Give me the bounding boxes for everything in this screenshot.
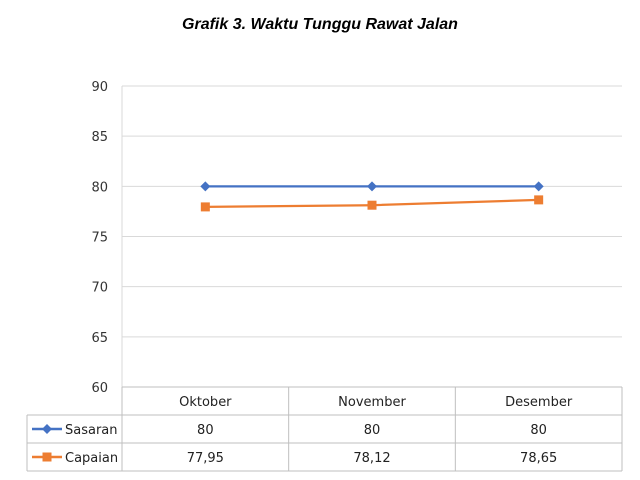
y-tick-label: 75 [91,231,108,246]
gridlines [121,85,622,388]
y-tick-label: 70 [91,281,108,296]
data-point [200,202,210,212]
table-value: 78,65 [520,451,557,466]
table-value: 80 [197,423,214,438]
table-value: 78,12 [353,451,390,466]
y-tick-label: 90 [91,80,108,95]
table-value: 80 [364,423,381,438]
table-value: 77,95 [187,451,224,466]
data-point [533,181,544,192]
y-tick-label: 65 [91,331,108,346]
series-lines [200,181,544,212]
data-table: Oktober November Desember Sasaran 80 80 80 Capa… [26,386,623,472]
data-point [367,181,377,192]
legend-key-marker [42,452,52,462]
y-tick-label: 85 [91,130,108,145]
x-category-label: Desember [505,395,573,410]
y-axis-ticks: 90 85 80 75 70 65 60 [91,80,108,396]
y-tick-label: 80 [91,180,108,195]
data-point [534,195,544,205]
chart-title: Grafik 3. Waktu Tunggu Rawat Jalan [182,16,458,33]
legend-key-marker [42,424,52,434]
legend-series-name: Capaian [65,451,118,466]
table-value: 80 [530,423,547,438]
x-category-label: November [338,395,406,410]
y-tick-label: 60 [91,381,108,396]
data-point [367,200,377,210]
legend-series-name: Sasaran [65,423,118,438]
x-category-label: Oktober [179,395,232,410]
data-point [200,181,211,192]
